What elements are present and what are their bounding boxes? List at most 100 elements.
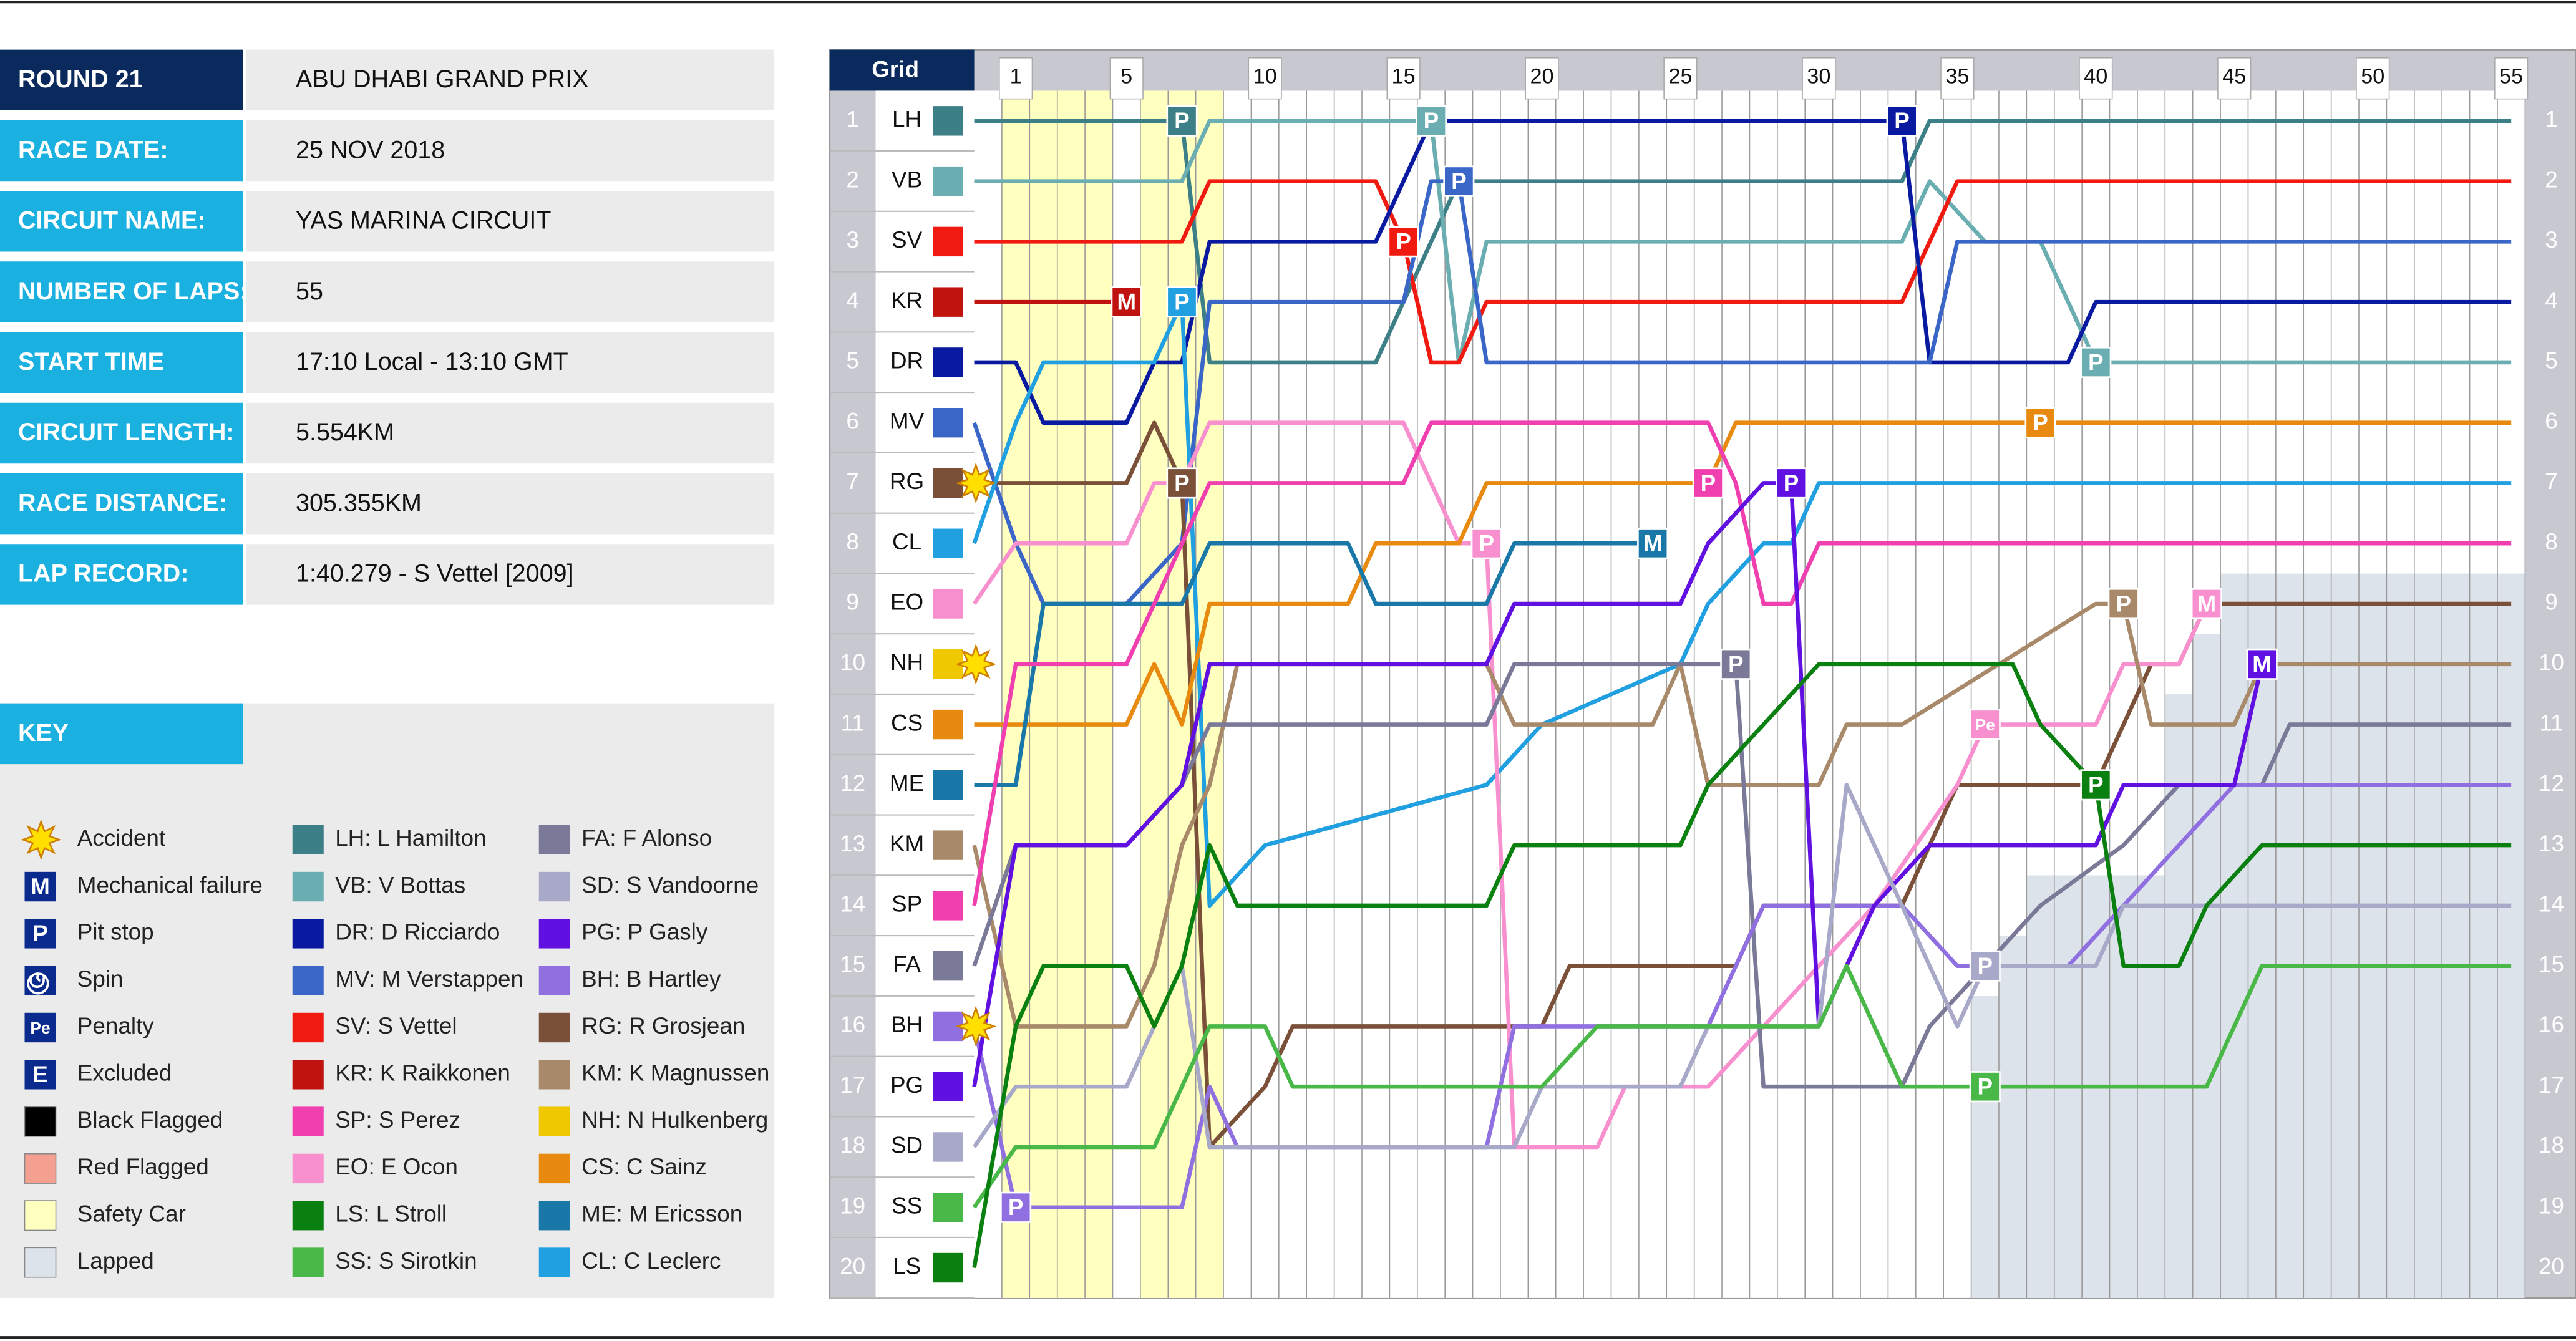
key-label: Penalty: [77, 1013, 155, 1038]
event-marker: [1969, 709, 2001, 740]
grid-swatch: [933, 287, 963, 317]
y-tick-label: 10: [840, 650, 865, 675]
accident-marker: [955, 462, 997, 504]
grid-driver: ME: [890, 770, 924, 796]
y-tick-label-right: 6: [2545, 408, 2558, 433]
y-tick-label: 2: [846, 167, 858, 192]
y-tick-label: 14: [840, 891, 865, 917]
info-label-cell: [0, 332, 243, 393]
event-marker: [1415, 105, 1447, 137]
grid-driver: PG: [890, 1072, 923, 1098]
y-tick-label-right: 18: [2539, 1133, 2564, 1158]
spin-icon: [27, 972, 49, 995]
grid-driver: BH: [891, 1012, 923, 1037]
event-marker: [1166, 105, 1198, 137]
driver-line: [974, 179, 2512, 365]
grid-swatch: [933, 408, 963, 438]
grid-driver: NH: [890, 650, 923, 675]
grid-driver: LH: [892, 107, 921, 132]
info-value: 17:10 Local - 13:10 GMT: [296, 348, 568, 375]
y-tick-label: 17: [840, 1072, 865, 1098]
info-value-cell: [246, 261, 774, 322]
info-value: YAS MARINA CIRCUIT: [296, 207, 552, 235]
grid-swatch: [933, 1193, 963, 1222]
legend-swatch: [538, 1247, 570, 1277]
grid-driver: MV: [890, 408, 925, 433]
event-label: M: [2197, 591, 2217, 616]
x-tick-label: 35: [1945, 64, 1969, 88]
x-tick-box: [1802, 57, 1836, 100]
info-value-cell: [246, 402, 774, 464]
legend-swatch: [538, 825, 570, 854]
info-label-cell: [0, 191, 243, 252]
legend-label: LH: L Hamilton: [335, 825, 486, 851]
info-value: 1:40.279 - S Vettel [2009]: [296, 560, 574, 588]
grid-title: Grid: [872, 57, 919, 82]
y-tick-label-right: 19: [2539, 1193, 2564, 1218]
x-tick-box: [2217, 57, 2252, 100]
info-label: START TIME: [18, 348, 164, 375]
event-label: P: [1977, 953, 1993, 979]
legend-label: BH: B Hartley: [581, 966, 721, 992]
legend-label: MV: M Verstappen: [335, 966, 523, 992]
event-marker: [1166, 286, 1198, 318]
grid-driver: SV: [892, 227, 923, 253]
event-label: M: [1117, 289, 1136, 315]
legend-swatch: [538, 1012, 570, 1043]
x-tick-label: 55: [2499, 64, 2523, 88]
grid-swatch: [933, 589, 963, 619]
legend-label: KM: K Magnussen: [581, 1060, 769, 1086]
x-tick-label: 10: [1253, 64, 1277, 88]
y-tick-label-right: 9: [2545, 589, 2558, 615]
key-swatch: [24, 1153, 57, 1184]
y-tick-label-right: 17: [2539, 1072, 2564, 1098]
y-tick-label-right: 2: [2545, 167, 2558, 192]
info-label: RACE DATE:: [18, 136, 168, 163]
legend-swatch: [292, 1153, 324, 1184]
driver-line: [974, 119, 2512, 425]
legend-swatch: [292, 1201, 324, 1231]
event-label: P: [1451, 168, 1467, 194]
legend-swatch: [292, 1106, 324, 1136]
event-marker: [1166, 467, 1198, 499]
grid-swatch: [933, 770, 963, 800]
grid-driver: SS: [892, 1193, 922, 1218]
event-marker: [2190, 588, 2222, 620]
legend-swatch: [538, 919, 570, 949]
key-label: Mechanical failure: [77, 872, 263, 898]
key-label: Spin: [77, 966, 124, 992]
event-label: M: [2252, 651, 2272, 677]
info-value-cell: [246, 191, 774, 252]
event-marker: [1443, 165, 1475, 197]
legend-label: SD: S Vandoorne: [581, 872, 759, 898]
driver-line: [974, 119, 2512, 365]
grid-driver: RG: [890, 468, 924, 494]
y-tick-label-right: 5: [2545, 348, 2558, 374]
event-label: P: [2033, 410, 2048, 435]
y-tick-label: 5: [846, 348, 858, 374]
grid-swatch: [933, 1132, 963, 1162]
key-panel: [0, 703, 774, 1298]
event-marker: [1720, 648, 1752, 680]
event-label: P: [1174, 470, 1190, 496]
key-swatch: [24, 1106, 57, 1137]
legend-swatch: [292, 1247, 324, 1277]
grid-swatch: [933, 226, 963, 257]
legend-swatch: [538, 871, 570, 902]
x-tick-box: [1940, 57, 1975, 100]
driver-line: [974, 541, 1653, 787]
x-tick-label: 1: [1010, 64, 1022, 88]
legend-swatch: [538, 1060, 570, 1090]
y-tick-label-right: 13: [2539, 831, 2564, 856]
info-label-cell: [0, 402, 243, 464]
x-tick-label: 15: [1392, 64, 1416, 88]
driver-line: [972, 481, 2264, 1087]
x-tick-label: 50: [2361, 64, 2384, 88]
grid-driver: KR: [891, 288, 923, 313]
legend-label: ME: M Ericsson: [581, 1201, 742, 1226]
y-tick-label: 16: [840, 1012, 865, 1037]
safety-car-period: [1140, 90, 1224, 1298]
info-value: 5.554KM: [296, 419, 394, 446]
grid-swatch: [933, 347, 963, 377]
